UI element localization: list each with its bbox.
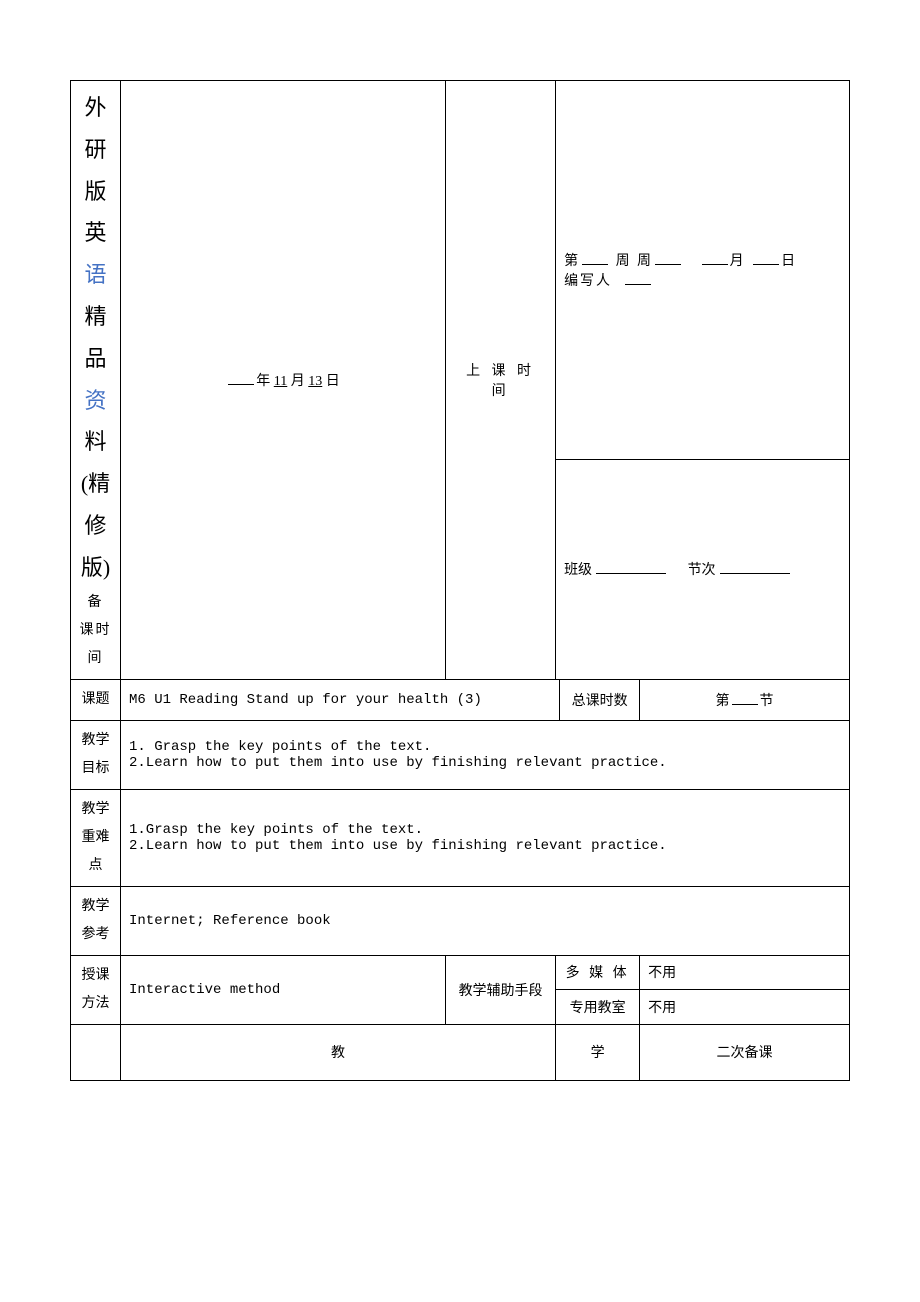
special-room-label: 专用教室	[556, 990, 640, 1025]
multimedia-value: 不用	[640, 955, 850, 990]
hdr-month-suffix: 月	[730, 254, 746, 269]
prep-date-cell: 年 11 月 13 日	[121, 81, 446, 680]
title-char: (精	[79, 463, 112, 505]
diff-line2: 2.Learn how to put them into use by fini…	[129, 838, 841, 854]
prep-month: 11	[274, 374, 287, 389]
week-prefix: 第	[564, 254, 580, 269]
method-label: 授课方法	[71, 955, 121, 1024]
obj-line2: 2.Learn how to put them into use by fini…	[129, 755, 841, 771]
class-label: 班级	[564, 563, 592, 578]
prep-day: 13	[308, 374, 322, 389]
title-char: 研	[79, 129, 112, 171]
objectives-content: 1. Grasp the key points of the text. 2.L…	[121, 720, 850, 789]
title-char: 修	[79, 505, 112, 547]
method-value: Interactive method	[121, 955, 446, 1024]
reference-value: Internet; Reference book	[121, 886, 850, 955]
teach-header: 教	[121, 1024, 556, 1080]
diff-line1: 1.Grasp the key points of the text.	[129, 822, 841, 838]
title-char: 品	[79, 338, 112, 380]
learn-header: 学	[556, 1024, 640, 1080]
week-label: 周 周	[616, 254, 654, 269]
aux-label: 教学辅助手段	[446, 955, 556, 1024]
prep-time-label: 备 课时 间	[79, 589, 112, 673]
difficulties-label: 教学重难点	[71, 789, 121, 886]
hdr-day-suffix: 日	[781, 254, 797, 269]
secondary-prep-header: 二次备课	[640, 1024, 850, 1080]
class-section-cell: 班级 节次	[556, 459, 850, 679]
special-room-value: 不用	[640, 990, 850, 1025]
title-char: 精	[79, 296, 112, 338]
section-number: 第节	[640, 679, 850, 720]
reference-label: 教学参考	[71, 886, 121, 955]
section-label: 节次	[688, 563, 716, 578]
empty-corner	[71, 1024, 121, 1080]
difficulties-content: 1.Grasp the key points of the text. 2.Le…	[121, 789, 850, 886]
lesson-plan-table: 外研版英语精品资料(精修版) 备 课时 间 年 11 月 13 日 上 课 时 …	[70, 80, 850, 1081]
year-suffix: 年	[256, 374, 270, 389]
month-suffix: 月	[291, 374, 305, 389]
title-char: 版)	[79, 547, 112, 589]
topic-label: 课题	[71, 679, 121, 720]
title-char: 英	[79, 212, 112, 254]
header-right-top: 第 周 周 月 日 编写人	[556, 81, 850, 460]
title-char: 语	[79, 254, 112, 296]
title-char: 版	[79, 171, 112, 213]
vertical-title-cell: 外研版英语精品资料(精修版) 备 课时 间	[71, 81, 121, 680]
section-prefix: 第	[716, 694, 730, 709]
section-suffix: 节	[760, 694, 774, 709]
writer-label: 编写人	[564, 274, 612, 289]
class-time-label-cell: 上 课 时 间	[446, 81, 556, 680]
title-char: 外	[79, 87, 112, 129]
objectives-label: 教学目标	[71, 720, 121, 789]
day-suffix: 日	[326, 374, 340, 389]
title-char: 料	[79, 421, 112, 463]
multimedia-label: 多 媒 体	[556, 955, 640, 990]
title-char: 资	[79, 380, 112, 422]
obj-line1: 1. Grasp the key points of the text.	[129, 739, 841, 755]
total-lessons-label: 总课时数	[560, 679, 640, 720]
topic-value: M6 U1 Reading Stand up for your health (…	[121, 679, 560, 720]
